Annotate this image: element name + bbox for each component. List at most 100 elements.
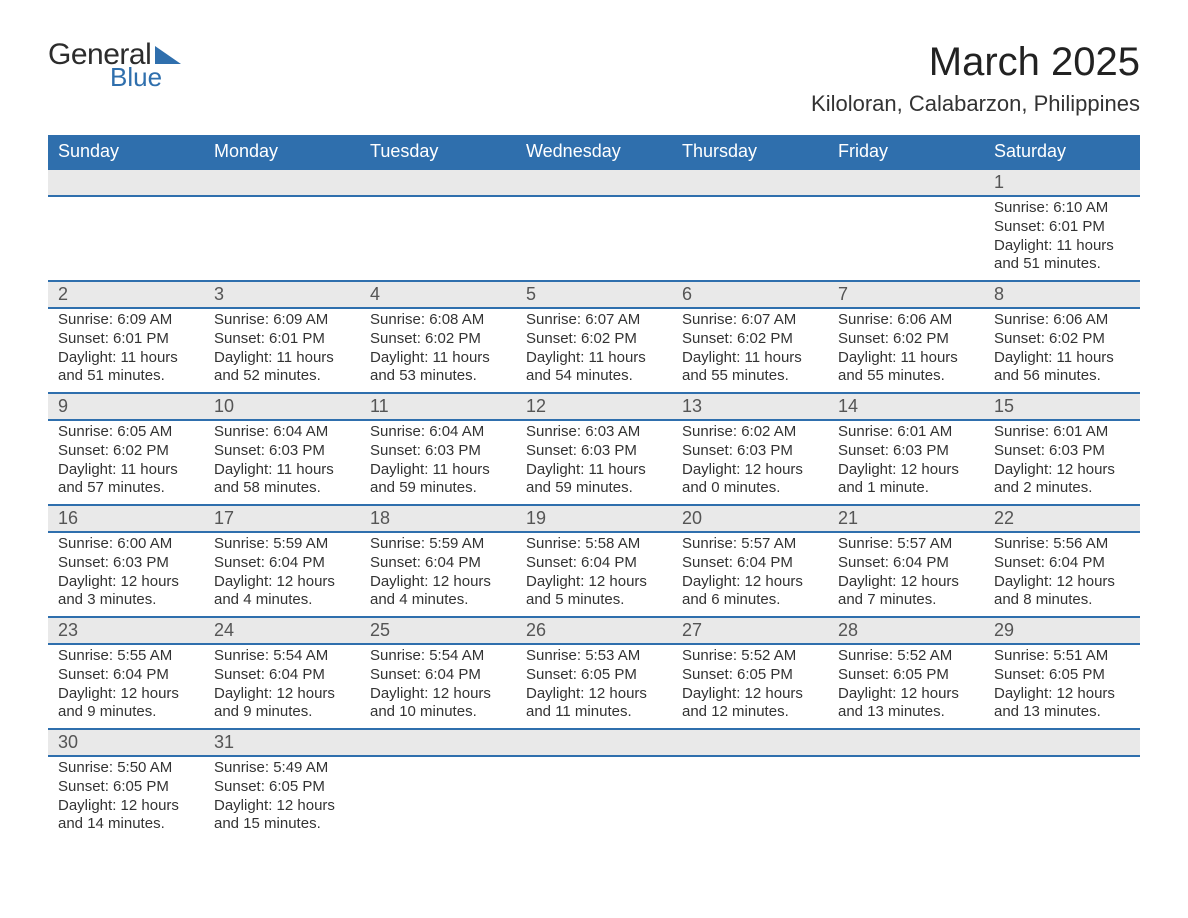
sunrise-line: Sunrise: 5:54 AM	[370, 647, 506, 666]
detail-row: Sunrise: 6:05 AMSunset: 6:02 PMDaylight:…	[48, 420, 1140, 505]
day-detail: Sunrise: 5:54 AMSunset: 6:04 PMDaylight:…	[360, 645, 516, 728]
daylight-line: Daylight: 12 hours and 2 minutes.	[994, 461, 1130, 499]
sunrise-line: Sunrise: 5:51 AM	[994, 647, 1130, 666]
sunset-line: Sunset: 6:01 PM	[994, 218, 1130, 237]
day-number: 5	[516, 282, 672, 307]
day-detail: Sunrise: 6:08 AMSunset: 6:02 PMDaylight:…	[360, 309, 516, 392]
day-number	[516, 730, 672, 752]
calendar-table: SundayMondayTuesdayWednesdayThursdayFrid…	[48, 135, 1140, 840]
day-detail: Sunrise: 6:09 AMSunset: 6:01 PMDaylight:…	[48, 309, 204, 392]
day-number	[48, 170, 204, 192]
day-number: 15	[984, 394, 1140, 419]
sunrise-line: Sunrise: 6:00 AM	[58, 535, 194, 554]
day-number: 23	[48, 618, 204, 643]
sunrise-line: Sunrise: 6:04 AM	[370, 423, 506, 442]
day-number: 3	[204, 282, 360, 307]
daylight-line: Daylight: 12 hours and 13 minutes.	[994, 685, 1130, 723]
sunrise-line: Sunrise: 6:09 AM	[58, 311, 194, 330]
daylight-line: Daylight: 12 hours and 14 minutes.	[58, 797, 194, 835]
day-number: 31	[204, 730, 360, 755]
day-number: 10	[204, 394, 360, 419]
day-number	[984, 730, 1140, 752]
detail-row: Sunrise: 6:00 AMSunset: 6:03 PM Daylight:…	[48, 532, 1140, 617]
daylight-line: Daylight: 12 hours and 13 minutes.	[838, 685, 974, 723]
daylight-line: Daylight: 12 hours and 4 minutes.	[214, 573, 350, 611]
day-detail: Sunrise: 6:04 AMSunset: 6:03 PMDaylight:…	[204, 421, 360, 504]
weekday-header: Sunday	[48, 135, 204, 169]
sunset-line: Sunset: 6:03 PM	[58, 554, 194, 573]
day-number: 13	[672, 394, 828, 419]
day-number: 20	[672, 506, 828, 531]
detail-row: Sunrise: 5:55 AMSunset: 6:04 PMDaylight:…	[48, 644, 1140, 729]
daylight-line: Daylight: 12 hours and 9 minutes.	[214, 685, 350, 723]
day-detail	[828, 197, 984, 217]
day-detail	[672, 197, 828, 217]
sunrise-line: Sunrise: 6:01 AM	[838, 423, 974, 442]
sunset-line: Sunset: 6:05 PM	[58, 778, 194, 797]
sunrise-line: Sunrise: 5:58 AM	[526, 535, 662, 554]
daylight-line: Daylight: 12 hours and 11 minutes.	[526, 685, 662, 723]
day-number: 28	[828, 618, 984, 643]
day-number	[828, 730, 984, 752]
location-subtitle: Kiloloran, Calabarzon, Philippines	[811, 91, 1140, 117]
sunrise-line: Sunrise: 5:49 AM	[214, 759, 350, 778]
day-detail: Sunrise: 6:03 AMSunset: 6:03 PMDaylight:…	[516, 421, 672, 504]
day-number	[672, 730, 828, 752]
daynum-row: 16171819202122	[48, 505, 1140, 532]
daylight-line: Daylight: 12 hours and 9 minutes.	[58, 685, 194, 723]
sunset-line: Sunset: 6:01 PM	[214, 330, 350, 349]
sunrise-line: Sunrise: 5:52 AM	[682, 647, 818, 666]
day-number: 4	[360, 282, 516, 307]
day-number: 7	[828, 282, 984, 307]
day-detail: Sunrise: 6:07 AMSunset: 6:02 PMDaylight:…	[516, 309, 672, 392]
day-detail	[204, 197, 360, 217]
daylight-line: Daylight: 11 hours and 51 minutes.	[58, 349, 194, 387]
daylight-line: Daylight: 12 hours and 6 minutes.	[682, 573, 818, 611]
day-number	[204, 170, 360, 192]
sunset-line: Sunset: 6:02 PM	[58, 442, 194, 461]
day-number	[360, 170, 516, 192]
day-detail	[48, 197, 204, 217]
day-detail: Sunrise: 6:01 AMSunset: 6:03 PMDaylight:…	[828, 421, 984, 504]
daylight-line: Daylight: 11 hours and 59 minutes.	[370, 461, 506, 499]
day-number: 30	[48, 730, 204, 755]
daynum-row: 23242526272829	[48, 617, 1140, 644]
sunrise-line: Sunrise: 6:09 AM	[214, 311, 350, 330]
sunset-line: Sunset: 6:04 PM	[682, 554, 818, 573]
weekday-header: Monday	[204, 135, 360, 169]
day-detail: Sunrise: 5:49 AMSunset: 6:05 PMDaylight:…	[204, 757, 360, 840]
day-detail: Sunrise: 5:56 AMSunset: 6:04 PMDaylight:…	[984, 533, 1140, 616]
day-number: 17	[204, 506, 360, 531]
day-detail	[516, 197, 672, 217]
daylight-line: Daylight: 11 hours and 55 minutes.	[838, 349, 974, 387]
day-number: 19	[516, 506, 672, 531]
daylight-line: Daylight: 12 hours and 5 minutes.	[526, 573, 662, 611]
day-detail: Sunrise: 6:07 AMSunset: 6:02 PMDaylight:…	[672, 309, 828, 392]
daylight-line: Daylight: 12 hours and 4 minutes.	[370, 573, 506, 611]
sunset-line: Sunset: 6:03 PM	[682, 442, 818, 461]
day-detail: Sunrise: 5:52 AMSunset: 6:05 PMDaylight:…	[672, 645, 828, 728]
day-detail	[516, 757, 672, 777]
sunrise-line: Sunrise: 6:06 AM	[838, 311, 974, 330]
sunrise-line: Sunrise: 6:07 AM	[682, 311, 818, 330]
daylight-line: Daylight: 12 hours and 1 minute.	[838, 461, 974, 499]
daylight-line: Daylight: 12 hours and 12 minutes.	[682, 685, 818, 723]
sunset-line: Sunset: 6:05 PM	[838, 666, 974, 685]
day-detail: Sunrise: 5:50 AMSunset: 6:05 PMDaylight:…	[48, 757, 204, 840]
sunset-line: Sunset: 6:05 PM	[526, 666, 662, 685]
day-detail: Sunrise: 6:02 AMSunset: 6:03 PMDaylight:…	[672, 421, 828, 504]
sunrise-line: Sunrise: 5:56 AM	[994, 535, 1130, 554]
day-number: 2	[48, 282, 204, 307]
day-detail	[360, 757, 516, 777]
weekday-header: Thursday	[672, 135, 828, 169]
day-detail	[984, 757, 1140, 777]
day-number: 8	[984, 282, 1140, 307]
daylight-line: Daylight: 11 hours and 55 minutes.	[682, 349, 818, 387]
sunset-line: Sunset: 6:02 PM	[370, 330, 506, 349]
sunset-line: Sunset: 6:04 PM	[526, 554, 662, 573]
day-detail: Sunrise: 5:57 AMSunset: 6:04 PMDaylight:…	[828, 533, 984, 616]
daylight-line: Daylight: 11 hours and 54 minutes.	[526, 349, 662, 387]
sunrise-line: Sunrise: 6:10 AM	[994, 199, 1130, 218]
sunrise-line: Sunrise: 6:07 AM	[526, 311, 662, 330]
day-detail: Sunrise: 5:59 AMSunset: 6:04 PMDaylight:…	[360, 533, 516, 616]
